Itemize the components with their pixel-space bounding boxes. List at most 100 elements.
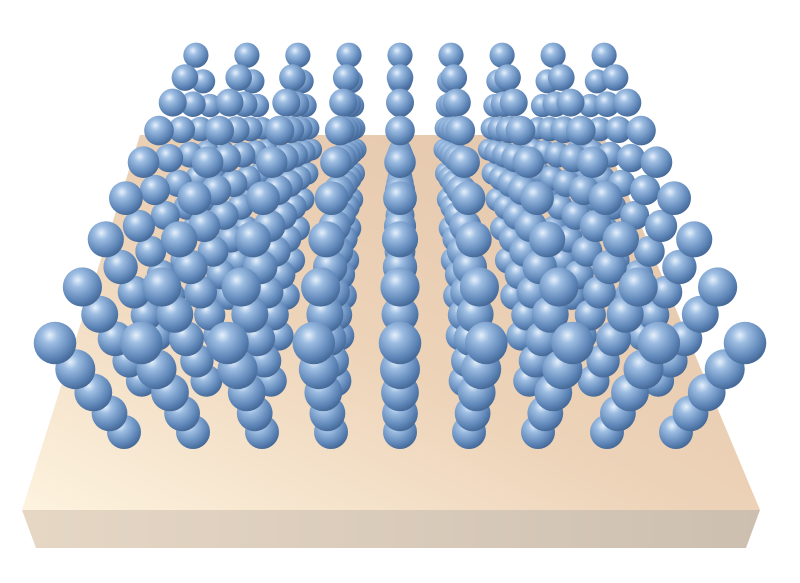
sphere	[62, 267, 102, 307]
sphere	[285, 42, 311, 68]
sphere	[445, 115, 476, 146]
sphere	[520, 181, 554, 216]
sphere	[292, 321, 336, 365]
sphere	[381, 221, 419, 258]
sphere	[314, 181, 349, 216]
sphere	[385, 115, 415, 146]
sphere	[173, 249, 208, 285]
sphere	[676, 221, 713, 258]
sphere	[301, 267, 341, 307]
sphere	[618, 267, 658, 307]
sphere	[122, 209, 155, 243]
sphere	[139, 174, 170, 206]
sphere	[448, 146, 480, 178]
sphere	[255, 146, 288, 178]
sphere	[602, 221, 639, 258]
sphere	[332, 64, 360, 91]
sphere	[649, 275, 683, 309]
sphere	[512, 146, 545, 178]
sphere	[168, 116, 196, 144]
sphere	[329, 88, 358, 117]
sphere	[142, 267, 182, 307]
sphere	[246, 181, 280, 216]
sphere	[33, 321, 77, 365]
sphere	[103, 249, 138, 285]
sphere	[637, 321, 681, 365]
sphere	[645, 209, 678, 243]
sphere	[588, 181, 623, 216]
sphere	[384, 146, 416, 178]
sphere	[234, 221, 271, 258]
sphere	[204, 115, 234, 146]
sphere	[109, 181, 143, 216]
sphere	[81, 295, 119, 333]
sphere	[264, 115, 295, 146]
sphere	[551, 321, 594, 365]
sphere	[489, 42, 515, 68]
sphere	[633, 236, 665, 267]
sphere	[144, 115, 174, 146]
sphere	[630, 174, 661, 206]
sphere	[451, 181, 486, 216]
sphere	[320, 146, 352, 178]
sphere	[440, 64, 468, 91]
sphere	[681, 295, 719, 333]
sphere	[505, 115, 536, 146]
sphere	[324, 115, 355, 146]
sphere	[529, 221, 566, 258]
sphere	[494, 64, 521, 91]
sphere	[191, 146, 224, 178]
sphere	[127, 146, 160, 178]
sphere	[221, 267, 261, 307]
sphere	[442, 88, 471, 117]
sphere	[154, 143, 184, 173]
sphere	[135, 236, 167, 267]
sphere	[171, 64, 199, 91]
sphere	[640, 146, 673, 178]
sphere	[539, 267, 579, 307]
sphere	[120, 321, 163, 365]
sphere	[698, 267, 738, 307]
sphere	[225, 64, 252, 91]
sphere	[386, 88, 414, 117]
sphere	[387, 42, 413, 68]
sphere	[626, 115, 656, 146]
sphere	[378, 321, 422, 365]
sphere	[499, 88, 528, 117]
sphere	[592, 249, 627, 285]
sphere	[594, 91, 620, 117]
sphere	[540, 42, 566, 68]
sphere	[386, 64, 414, 91]
sphere	[601, 64, 629, 91]
sphere	[459, 267, 499, 307]
sphere	[183, 42, 209, 68]
sphere	[158, 88, 187, 117]
sphere	[723, 321, 767, 365]
sphere	[613, 88, 642, 117]
sphere	[234, 42, 260, 68]
sphere	[279, 64, 306, 91]
sphere	[180, 91, 206, 117]
sphere	[308, 221, 345, 258]
sphere	[215, 88, 244, 117]
sphere	[87, 221, 124, 258]
sphere	[161, 221, 198, 258]
sphere	[381, 295, 419, 333]
sphere	[206, 321, 249, 365]
sphere	[657, 181, 691, 216]
sphere	[383, 181, 417, 216]
sphere	[177, 181, 212, 216]
sphere	[438, 42, 464, 68]
sphere	[336, 42, 362, 68]
sphere	[455, 221, 492, 258]
sphere	[605, 116, 632, 144]
sphere-lattice	[33, 42, 767, 449]
sphere	[576, 146, 609, 178]
sphere	[566, 115, 596, 146]
sphere	[272, 88, 301, 117]
sphere	[591, 42, 617, 68]
sphere	[380, 267, 420, 307]
sphere	[117, 275, 151, 309]
sphere	[548, 64, 575, 91]
